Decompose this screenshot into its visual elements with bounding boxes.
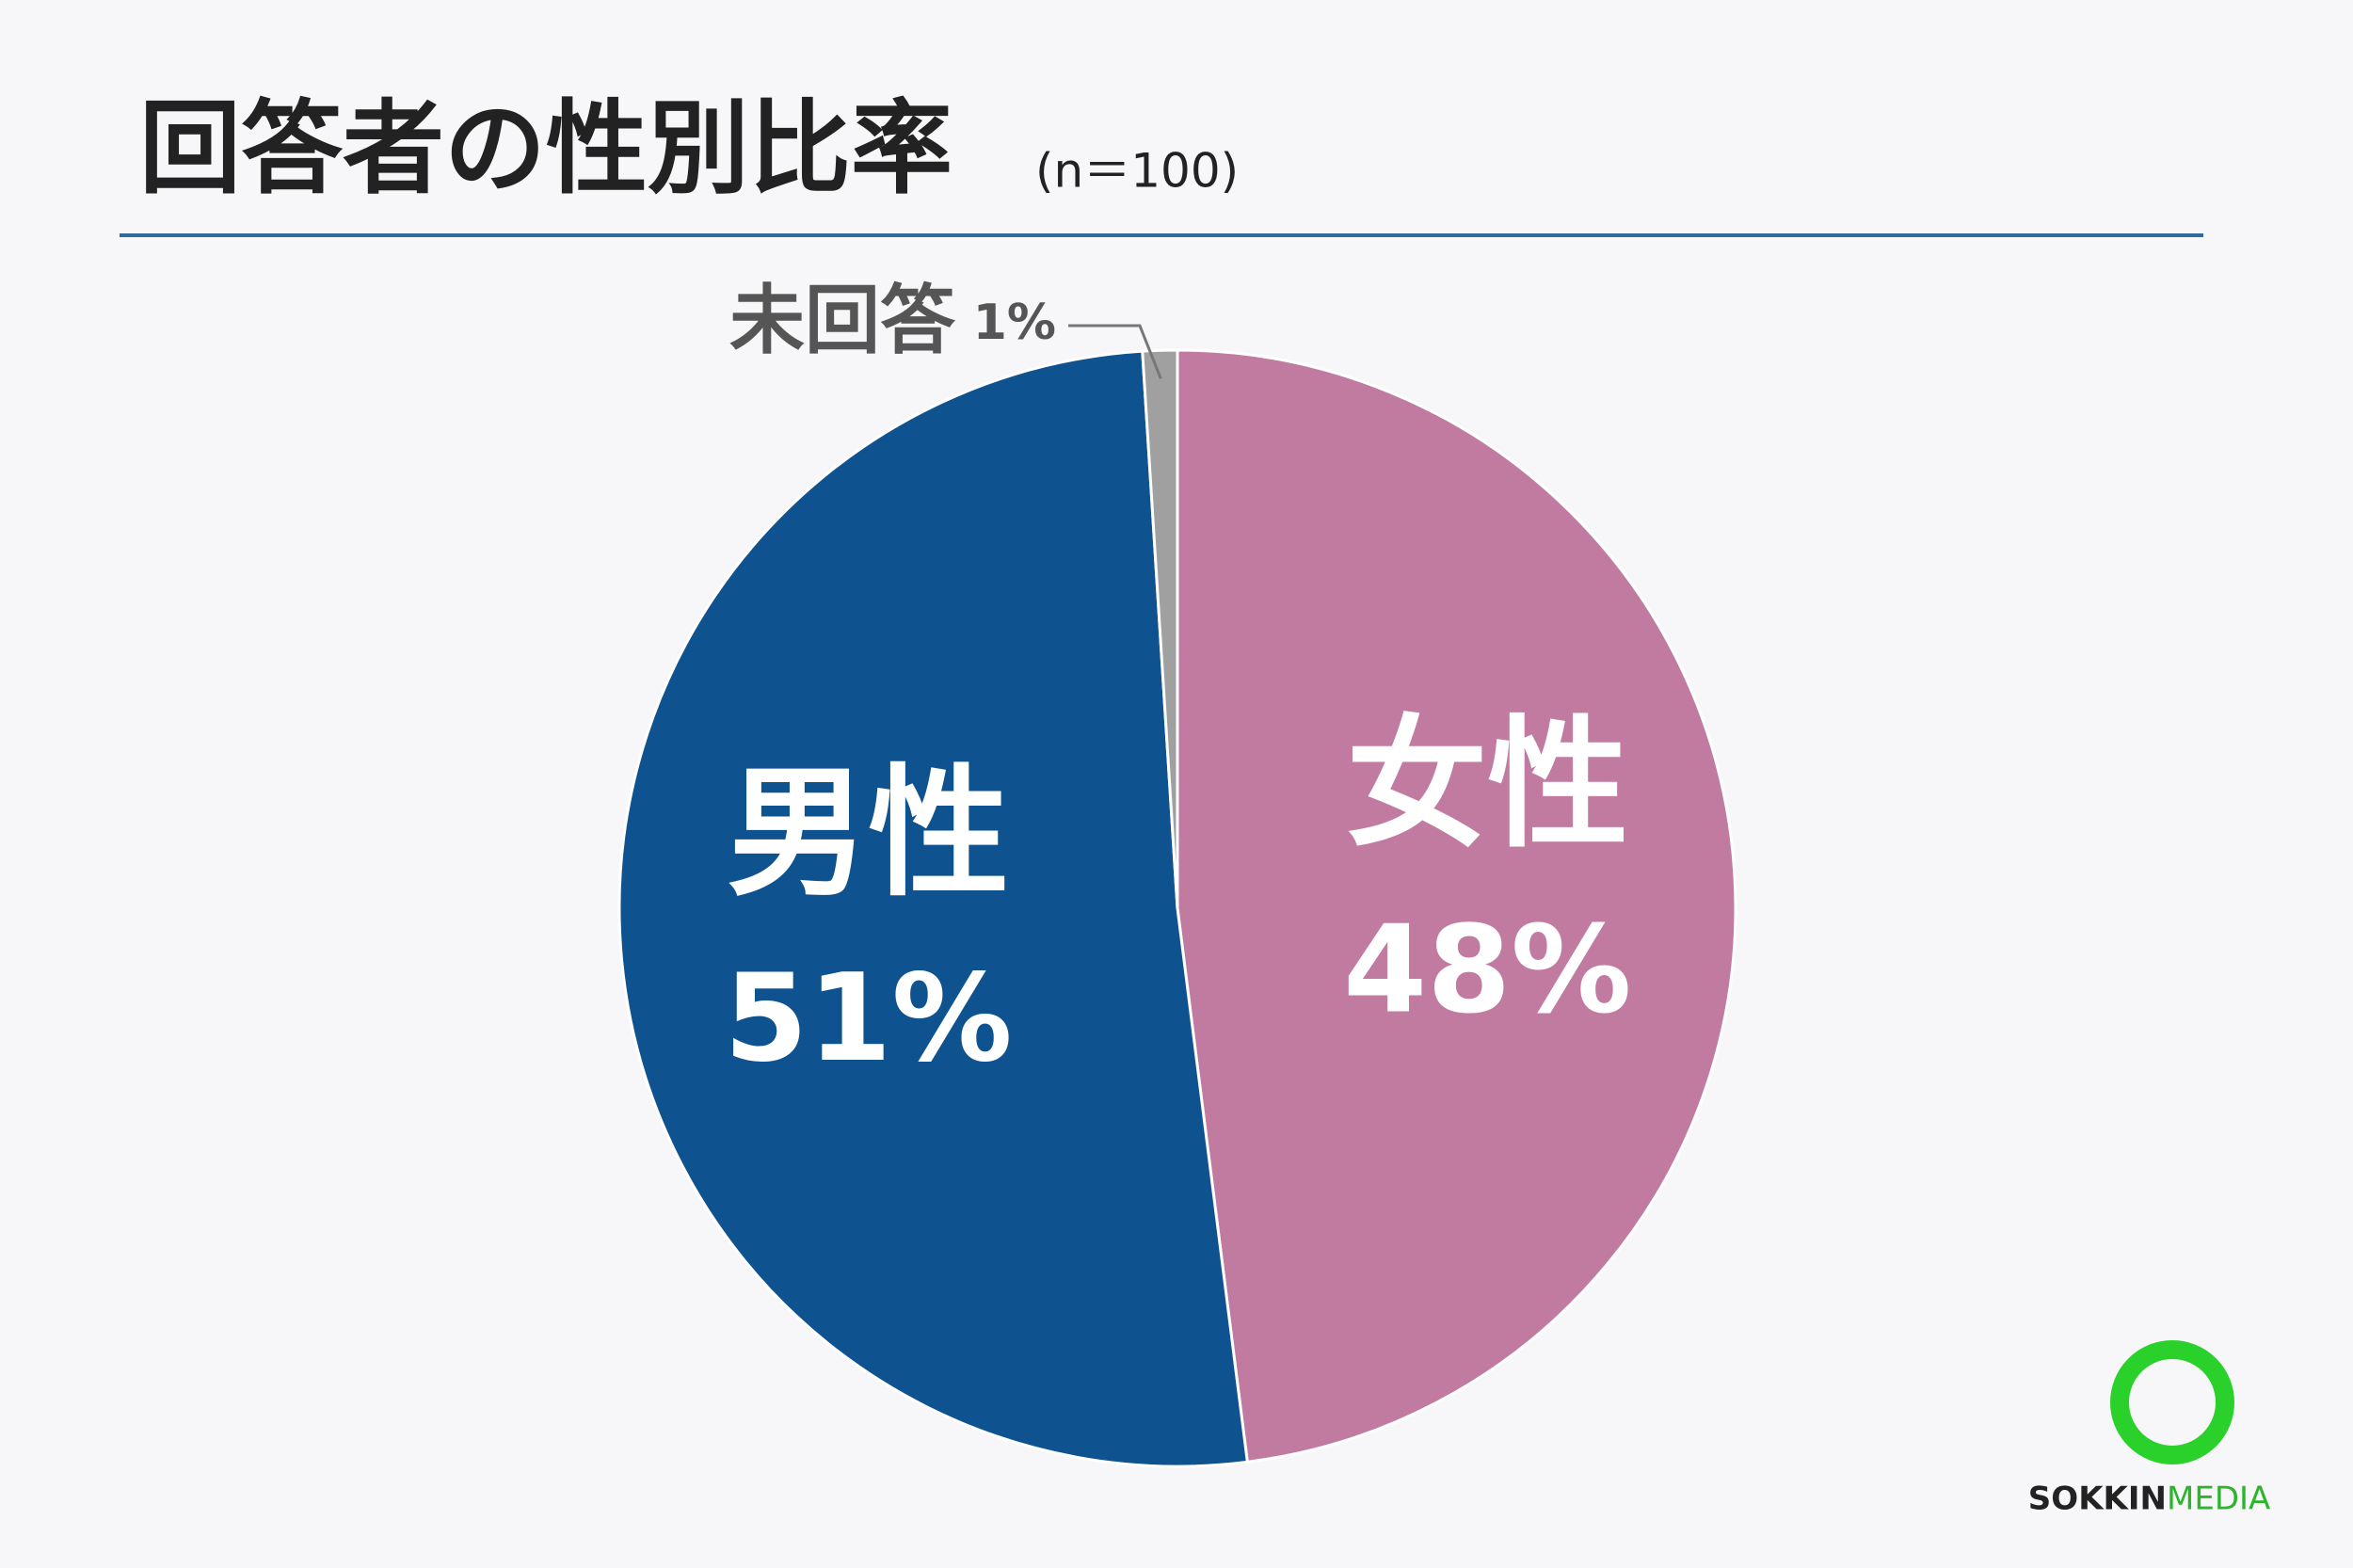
logo-ring [2110,1340,2234,1464]
pie-slice [1176,348,1737,1464]
pie-slice [617,349,1249,1468]
slice-label: 男性 [727,752,1009,916]
logo-text: SOKKIN [2028,1480,2167,1518]
logo-text: MEDIA [2167,1480,2270,1518]
chart-title: 回答者の性別比率 [139,90,952,208]
slice-label: 女性 [1346,703,1628,867]
slice-value: 51% [724,949,1012,1089]
chart-subtitle: (n＝100) [1035,144,1239,199]
slice-value: 48% [1343,900,1631,1040]
slice-value: 1% [973,295,1056,351]
pie-slice [1141,348,1179,909]
leader-line [1068,324,1162,379]
slice-label: 未回答 [729,277,956,364]
